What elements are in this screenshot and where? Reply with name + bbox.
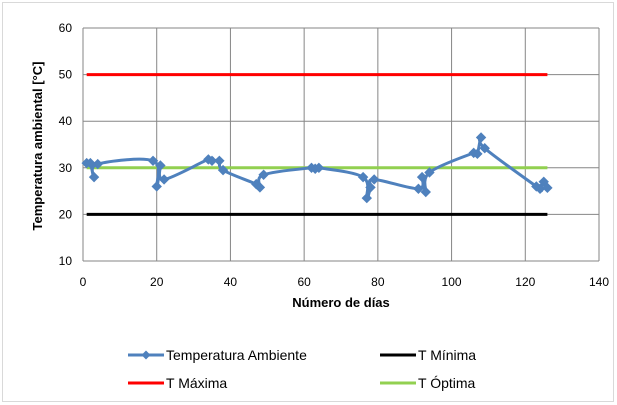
chart-frame <box>2 2 614 402</box>
markers <box>81 132 553 204</box>
data-point <box>368 174 380 185</box>
legend-label: T Óptima <box>418 375 476 391</box>
data-point <box>413 183 424 194</box>
x-tick-label: 100 <box>442 275 462 289</box>
data-point <box>424 167 435 178</box>
data-point <box>155 160 166 171</box>
data-point <box>206 155 218 167</box>
x-tick-label: 40 <box>224 275 238 289</box>
data-point <box>151 181 162 192</box>
x-tick-labels: 0 20 40 60 80 100 120 140 <box>80 275 610 289</box>
data-point <box>85 157 96 169</box>
x-tick-label: 20 <box>150 275 164 289</box>
data-point <box>365 182 376 193</box>
data-point <box>88 171 100 183</box>
data-point <box>92 158 103 170</box>
data-point <box>420 186 431 198</box>
data-point <box>475 132 487 143</box>
data-point <box>542 182 553 194</box>
y-tick-label: 20 <box>59 207 73 221</box>
x-tick-label: 60 <box>297 275 311 289</box>
y-tick-label: 40 <box>59 114 73 128</box>
data-point <box>538 176 549 187</box>
data-point <box>479 143 490 154</box>
legend: Temperatura Ambiente T Mínima T Máxima T Óp… <box>128 347 476 391</box>
data-point <box>254 182 266 193</box>
y-tick-label: 10 <box>59 254 73 268</box>
data-point <box>361 192 373 204</box>
y-tick-label: 30 <box>59 161 73 175</box>
data-point <box>313 162 325 174</box>
legend-item-t-maxima: T Máxima <box>128 375 227 391</box>
legend-label: Temperatura Ambiente <box>166 347 307 363</box>
data-point <box>158 174 170 185</box>
data-point <box>214 155 225 167</box>
data-point <box>472 148 483 160</box>
legend-label: T Máxima <box>166 375 227 391</box>
legend-item-t-minima: T Mínima <box>380 347 476 363</box>
y-tick-labels: 10 20 30 40 50 60 <box>59 21 73 268</box>
legend-item-t-optima: T Óptima <box>380 375 476 391</box>
x-tick-label: 80 <box>371 275 385 289</box>
x-tick-label: 120 <box>515 275 535 289</box>
legend-label: T Mínima <box>418 347 476 363</box>
legend-marker <box>141 350 151 360</box>
data-point <box>416 171 428 183</box>
data-point <box>357 171 369 183</box>
grid <box>82 27 600 262</box>
legend-item-temperatura-ambiente: Temperatura Ambiente <box>128 347 307 363</box>
y-tick-label: 60 <box>59 21 73 35</box>
data-point <box>217 164 229 176</box>
x-tick-label: 140 <box>589 275 609 289</box>
data-point <box>258 169 269 180</box>
y-tick-label: 50 <box>59 68 73 82</box>
y-axis-title: Temperatura ambiental [°C] <box>30 62 45 231</box>
x-tick-label: 0 <box>80 275 87 289</box>
x-axis-title: Número de días <box>292 295 390 310</box>
data-point <box>147 155 159 167</box>
plot-lines <box>86 73 549 216</box>
